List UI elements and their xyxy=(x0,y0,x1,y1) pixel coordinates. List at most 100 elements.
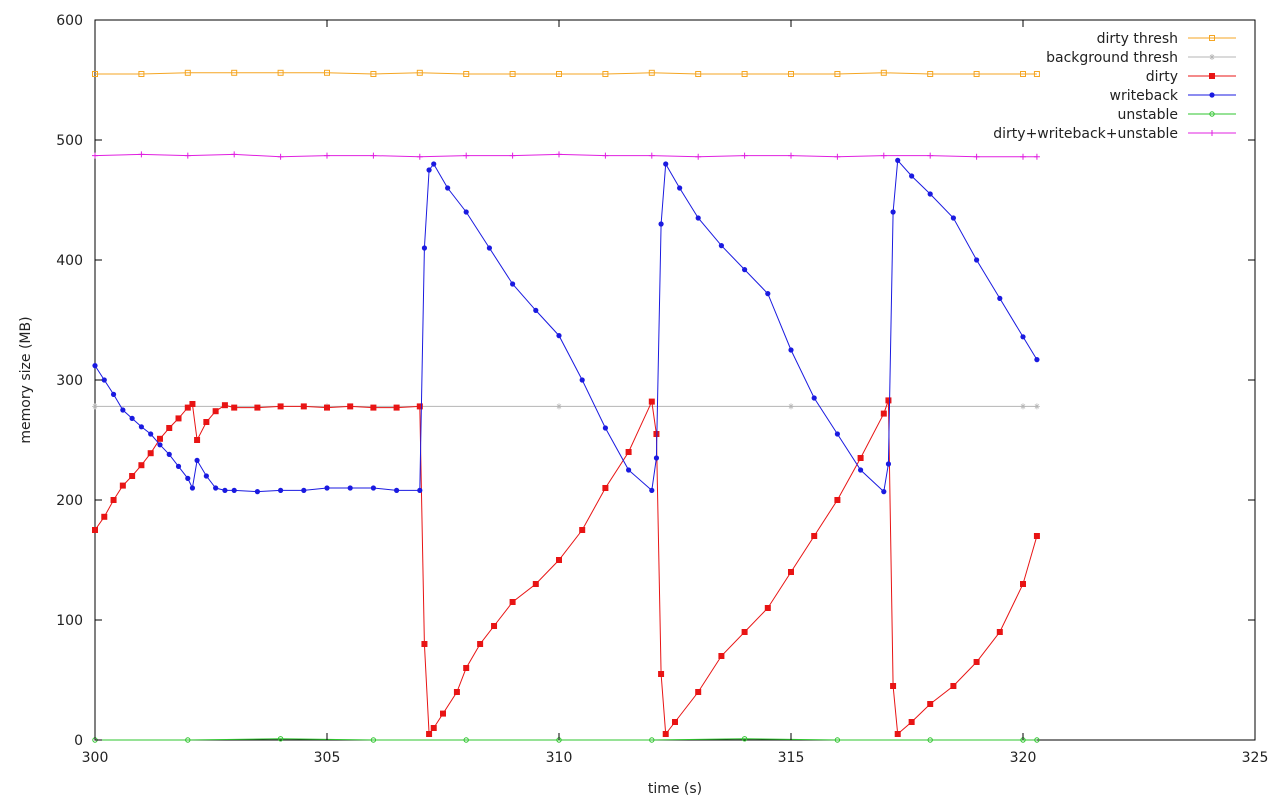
data-point-writeback xyxy=(649,487,655,493)
data-point-writeback xyxy=(742,267,748,273)
legend-marker-background-thresh xyxy=(1209,54,1215,60)
data-point-dirty-thresh xyxy=(138,71,145,77)
y-axis-label: memory size (MB) xyxy=(18,316,34,443)
legend-marker-unstable xyxy=(1209,111,1215,117)
data-point-dirty-thresh xyxy=(880,69,887,76)
data-point-dirty-thresh xyxy=(741,71,748,77)
data-point-dirty xyxy=(579,527,586,533)
data-point-writeback xyxy=(431,161,437,167)
data-point-writeback xyxy=(885,461,892,467)
legend-label-unstable: unstable xyxy=(1118,107,1179,123)
series-dirty-writeback-unstable xyxy=(92,151,1040,160)
data-point-dirty xyxy=(347,403,354,410)
series-dirty-thresh xyxy=(92,69,1040,77)
y-tick-label: 600 xyxy=(56,13,83,29)
data-point-writeback xyxy=(185,475,191,481)
data-point-dirty-writeback-unstable xyxy=(277,153,284,160)
data-point-unstable xyxy=(463,737,469,743)
data-point-dirty xyxy=(416,403,423,410)
data-point-writeback xyxy=(394,487,400,493)
legend: dirty thresh background thresh dirty writeb… xyxy=(993,31,1236,142)
x-axis-label: time (s) xyxy=(648,781,702,797)
data-point-dirty xyxy=(602,485,609,491)
y-tick-label: 400 xyxy=(56,253,83,269)
data-point-writeback xyxy=(811,395,817,401)
series-line-dirty-writeback-unstable xyxy=(94,153,1037,158)
data-point-dirty xyxy=(1033,533,1040,539)
data-point-dirty xyxy=(147,450,154,457)
data-point-background-thresh xyxy=(556,403,562,410)
data-point-dirty xyxy=(857,455,864,461)
data-point-dirty-thresh xyxy=(927,71,934,77)
data-point-dirty xyxy=(950,683,957,689)
data-point-writeback xyxy=(426,167,432,173)
data-point-dirty-thresh xyxy=(231,69,238,76)
data-point-dirty-thresh xyxy=(509,71,516,77)
series-line-dirty-thresh xyxy=(95,72,1037,75)
data-point-unstable xyxy=(834,737,841,743)
data-point-dirty xyxy=(834,497,841,503)
data-point-dirty xyxy=(927,701,934,707)
data-point-writeback xyxy=(602,425,609,431)
data-point-dirty-thresh xyxy=(184,69,191,76)
data-point-writeback xyxy=(579,377,585,383)
data-point-dirty-thresh xyxy=(370,71,377,77)
data-point-dirty-thresh xyxy=(416,69,423,76)
data-point-dirty xyxy=(426,731,433,737)
data-point-dirty xyxy=(430,725,437,731)
data-point-writeback xyxy=(556,333,562,339)
data-point-dirty xyxy=(175,415,182,422)
data-point-dirty xyxy=(393,404,400,411)
data-point-dirty xyxy=(453,689,460,695)
data-point-dirty-writeback-unstable xyxy=(602,152,609,159)
data-point-writeback xyxy=(974,257,980,263)
data-point-dirty-thresh xyxy=(973,71,980,77)
data-point-writeback xyxy=(663,161,669,167)
legend-label-dirty-writeback-unstable: dirty+writeback+unstable xyxy=(993,126,1178,142)
data-point-writeback xyxy=(533,307,539,313)
data-point-dirty xyxy=(138,462,145,469)
data-point-writeback xyxy=(653,455,660,461)
data-point-dirty-thresh xyxy=(602,71,609,77)
data-point-writeback xyxy=(765,291,771,297)
x-tick-label: 310 xyxy=(546,750,573,766)
data-point-dirty-writeback-unstable xyxy=(834,153,841,160)
data-point-dirty xyxy=(648,398,655,405)
data-point-writeback xyxy=(718,243,725,249)
data-point-dirty xyxy=(110,497,117,503)
data-point-dirty-writeback-unstable xyxy=(788,152,794,159)
data-point-writeback xyxy=(950,215,957,221)
data-point-writeback xyxy=(254,489,260,495)
data-point-writeback xyxy=(997,295,1003,301)
data-point-writeback xyxy=(129,415,135,421)
data-point-writeback xyxy=(370,485,376,491)
data-point-dirty-thresh xyxy=(277,69,284,76)
data-point-writeback xyxy=(222,487,228,493)
y-tick-label: 200 xyxy=(56,493,83,509)
data-point-dirty xyxy=(741,629,748,635)
data-point-writeback xyxy=(858,467,864,473)
x-tick-label: 325 xyxy=(1242,750,1269,766)
data-point-writeback xyxy=(658,221,664,227)
data-point-dirty xyxy=(672,719,678,725)
data-point-writeback xyxy=(788,347,794,353)
y-tick-label: 100 xyxy=(56,613,83,629)
data-point-writeback xyxy=(895,157,901,163)
data-point-dirty xyxy=(101,513,108,520)
data-point-dirty-writeback-unstable xyxy=(92,152,98,159)
data-point-dirty xyxy=(491,623,498,629)
data-point-dirty-writeback-unstable xyxy=(695,153,702,160)
data-point-dirty xyxy=(212,408,219,415)
data-point-writeback xyxy=(909,173,915,179)
data-point-writeback xyxy=(509,281,516,287)
data-point-background-thresh xyxy=(1033,403,1040,410)
data-point-dirty xyxy=(189,401,196,407)
data-point-background-thresh xyxy=(788,403,794,410)
data-point-writeback xyxy=(463,209,469,215)
legend-label-dirty: dirty xyxy=(1146,69,1178,85)
data-point-writeback xyxy=(175,463,182,469)
data-point-writeback xyxy=(347,485,353,491)
data-point-writeback xyxy=(421,245,428,251)
data-point-dirty-thresh xyxy=(834,71,841,77)
